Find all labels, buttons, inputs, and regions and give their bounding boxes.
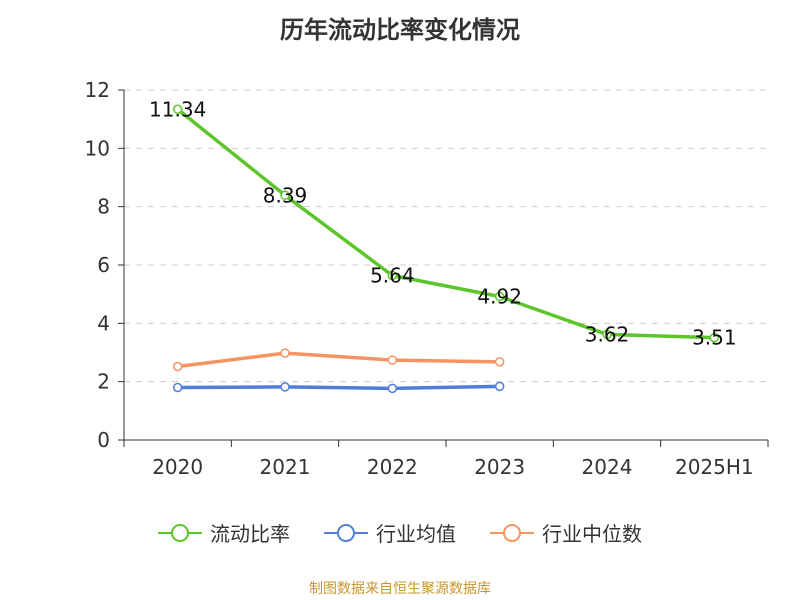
series-line-0 <box>176 107 715 340</box>
data-point <box>494 291 505 302</box>
x-tick-label: 2023 <box>474 455 525 479</box>
legend-label-industry-median: 行业中位数 <box>542 522 642 546</box>
data-point <box>602 329 612 340</box>
legend-item-industry-median[interactable]: 行业中位数 <box>490 518 642 547</box>
legend-item-industry-mean[interactable]: 行业均值 <box>324 518 456 547</box>
data-label: 5.64 <box>370 264 415 288</box>
data-labels: 11.34 8.39 5.64 4.92 3.62 3.51 <box>149 97 737 349</box>
series-line-1 <box>177 384 500 391</box>
y-tick-label: 2 <box>97 370 110 394</box>
legend-marker-industry-mean <box>324 523 368 542</box>
data-label: 3.51 <box>692 326 737 350</box>
axes: 0 2 4 6 8 10 12 2020 2021 2022 2023 2024 2025H1 <box>85 78 769 479</box>
data-label: 4.92 <box>477 285 522 309</box>
legend-marker-industry-median <box>490 523 534 542</box>
y-tick-label: 10 <box>85 136 110 160</box>
data-point <box>280 348 290 358</box>
x-tick-label: 2022 <box>367 455 418 479</box>
data-point <box>172 104 183 114</box>
legend-item-current-ratio[interactable]: 流动比率 <box>158 518 290 547</box>
data-point <box>172 361 183 372</box>
legend-label-current-ratio: 流动比率 <box>210 522 290 546</box>
x-tick-label: 2021 <box>260 455 311 479</box>
y-tick-label: 0 <box>97 428 110 452</box>
x-tick-label: 2024 <box>582 455 633 479</box>
data-point <box>494 381 505 392</box>
series-layer <box>172 104 720 394</box>
data-source-note: 制图数据来自恒生聚源数据库 <box>309 581 491 597</box>
data-point <box>387 270 398 281</box>
x-tick-label: 2020 <box>152 455 203 479</box>
data-point <box>494 357 505 367</box>
y-tick-label: 6 <box>97 253 110 277</box>
y-tick-label: 8 <box>97 195 110 219</box>
data-point <box>387 383 398 394</box>
x-tick-label: 2025H1 <box>675 455 754 479</box>
legend: 流动比率 行业均值 行业中位数 <box>0 518 800 547</box>
data-point <box>709 332 720 343</box>
y-tick-label: 4 <box>97 311 110 335</box>
data-point <box>387 355 398 365</box>
data-label: 3.62 <box>585 322 630 346</box>
data-label: 11.34 <box>149 97 206 121</box>
data-label: 8.39 <box>263 183 308 207</box>
legend-label-industry-mean: 行业均值 <box>376 522 456 546</box>
data-point <box>280 382 290 392</box>
legend-marker-current-ratio <box>158 523 202 542</box>
chart-title: 历年流动比率变化情况 <box>280 16 520 44</box>
series-line-2 <box>177 351 500 369</box>
data-point <box>280 190 290 201</box>
data-point <box>172 382 183 393</box>
y-tick-label: 12 <box>85 78 110 102</box>
